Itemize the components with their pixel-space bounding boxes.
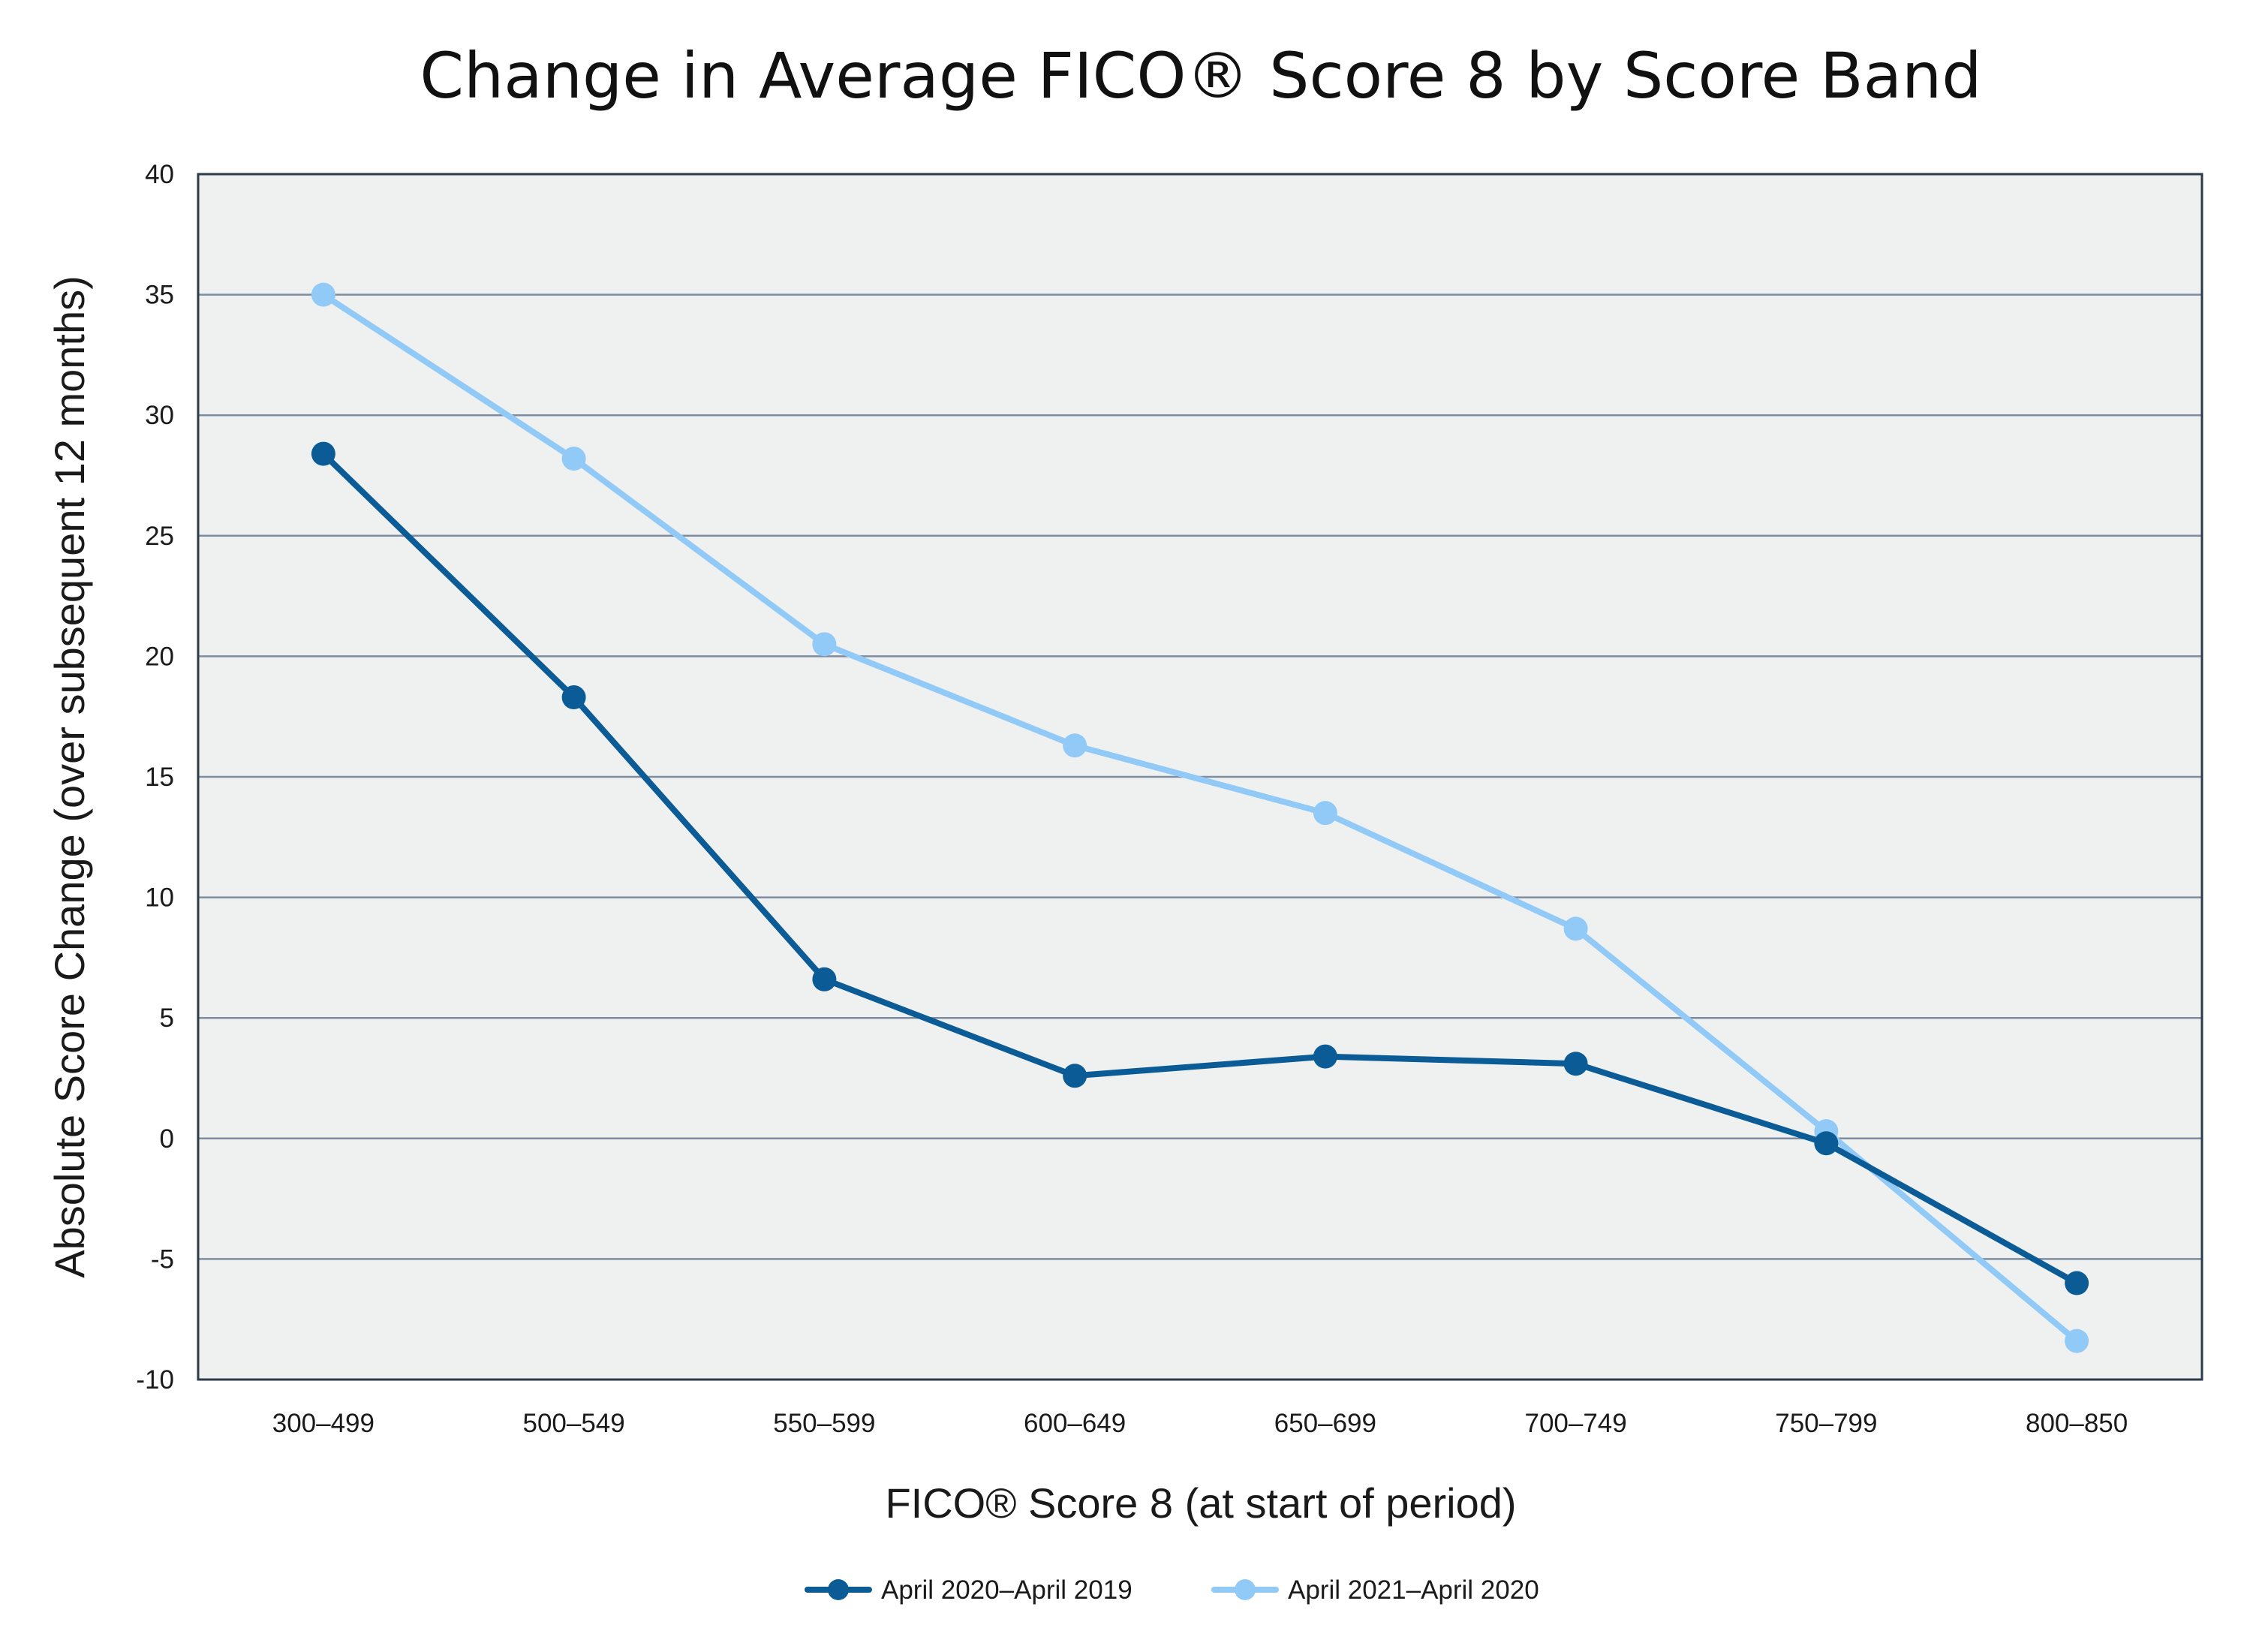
x-tick-label: 550–599 <box>773 1409 875 1438</box>
data-point <box>1313 801 1337 826</box>
x-tick-label: 300–499 <box>272 1409 374 1438</box>
x-tick-label: 750–799 <box>1775 1409 1877 1438</box>
data-point <box>1563 1052 1588 1076</box>
x-tick-label: 700–749 <box>1524 1409 1626 1438</box>
data-point <box>311 282 335 307</box>
plot-border <box>197 173 2203 1381</box>
legend-label: April 2021–April 2020 <box>1288 1575 1539 1605</box>
data-point <box>812 967 837 992</box>
legend: April 2020–April 2019 April 2021–April 20… <box>805 1575 1539 1605</box>
x-tick-label: 800–850 <box>2026 1409 2128 1438</box>
data-point <box>1563 916 1588 941</box>
series-line <box>320 450 2080 1286</box>
data-point <box>1313 1044 1337 1069</box>
y-axis-title: Absolute Score Change (over subsequent 1… <box>46 275 93 1277</box>
x-tick-label: 650–699 <box>1274 1409 1376 1438</box>
data-point <box>1063 733 1087 758</box>
y-tick-label: -5 <box>151 1244 174 1274</box>
y-tick-label: 0 <box>160 1124 174 1154</box>
data-point <box>561 447 586 471</box>
data-point <box>311 441 335 466</box>
series-2 <box>311 282 2089 1353</box>
x-tick-label: 600–649 <box>1024 1409 1126 1438</box>
series-1 <box>311 441 2089 1295</box>
y-tick-label: 30 <box>145 401 174 430</box>
y-tick-label: 10 <box>145 883 174 913</box>
data-point <box>561 685 586 710</box>
y-axis-ticks: 40 35 30 25 20 15 10 5 0 -5 -10 <box>136 160 174 1395</box>
y-tick-label: 15 <box>145 763 174 792</box>
y-tick-label: 20 <box>145 642 174 671</box>
chart-title: Change in Average FICO® Score 8 by Score… <box>420 39 1981 113</box>
x-axis-ticks: 300–499 500–549 550–599 600–649 650–699 700–7… <box>272 1409 2128 1438</box>
legend-item: April 2020–April 2019 <box>805 1575 1133 1605</box>
series-layer <box>311 282 2089 1353</box>
data-point <box>2065 1329 2089 1353</box>
data-point <box>2065 1271 2089 1295</box>
legend-label: April 2020–April 2019 <box>881 1575 1133 1605</box>
series-line <box>320 291 2080 1344</box>
y-tick-label: 40 <box>145 160 174 189</box>
legend-item: April 2021–April 2020 <box>1211 1575 1539 1605</box>
y-tick-label: -10 <box>136 1365 174 1395</box>
legend-swatch-marker <box>1235 1579 1256 1600</box>
y-tick-label: 35 <box>145 281 174 310</box>
x-axis-title: FICO® Score 8 (at start of period) <box>885 1479 1516 1527</box>
y-tick-label: 5 <box>160 1004 174 1033</box>
x-tick-label: 500–549 <box>522 1409 624 1438</box>
y-tick-label: 25 <box>145 522 174 551</box>
data-point <box>1063 1064 1087 1088</box>
legend-swatch-marker <box>828 1579 849 1600</box>
data-point <box>1814 1131 1839 1156</box>
data-point <box>812 632 837 657</box>
